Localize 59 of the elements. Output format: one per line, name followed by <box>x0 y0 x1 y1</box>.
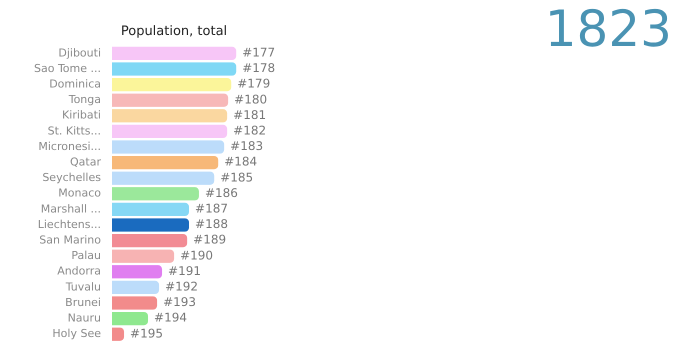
y-tick-label: Monaco <box>58 186 102 200</box>
annotation: #186 <box>204 186 238 200</box>
annotation: #189 <box>193 232 226 247</box>
annotation: #193 <box>163 295 196 310</box>
y-tick-label: Micronesi... <box>38 140 101 153</box>
annotation: #187 <box>195 202 228 216</box>
y-tick-label: Tuvalu <box>64 280 101 294</box>
y-tick-label: Andorra <box>57 264 101 278</box>
y-tick-label: Liechtens... <box>38 218 101 231</box>
text: 1823 <box>544 0 672 58</box>
annotation: #183 <box>230 139 264 154</box>
bar <box>112 109 228 122</box>
y-tick-label: Palau <box>71 249 101 262</box>
annotation: #192 <box>165 280 198 294</box>
annotation: #194 <box>154 310 187 325</box>
bar <box>112 234 188 248</box>
annotation: #178 <box>242 61 276 76</box>
bar <box>112 265 162 278</box>
annotation: #182 <box>233 124 266 138</box>
y-tick-label: Sao Tome ... <box>34 62 101 75</box>
bar <box>112 328 124 341</box>
bar <box>112 218 190 232</box>
y-tick-label: Dominica <box>49 77 101 90</box>
bar <box>112 156 218 170</box>
annotation: #185 <box>220 170 254 184</box>
y-tick-label: Nauru <box>68 311 101 324</box>
bar <box>112 250 174 263</box>
bar <box>112 62 236 76</box>
annotation: #180 <box>234 92 268 106</box>
y-tick-label: Djibouti <box>58 46 101 60</box>
y-tick-label: San Marino <box>39 233 102 246</box>
y-tick-label: Marshall ... <box>40 202 101 216</box>
bar <box>112 140 224 154</box>
chart-title: Population, total <box>120 24 228 40</box>
annotation: #179 <box>237 76 270 91</box>
annotation: #181 <box>233 108 266 122</box>
annotation: #195 <box>130 326 164 340</box>
bar <box>112 202 190 216</box>
y-tick-label: Holy See <box>52 327 102 340</box>
bar <box>112 124 228 138</box>
annotation: #184 <box>224 154 258 169</box>
y-tick-label: Qatar <box>70 155 102 168</box>
annotation: #191 <box>168 264 202 278</box>
annotation: #177 <box>242 46 276 60</box>
y-tick-label: St. Kitts... <box>48 124 101 138</box>
annotation: #190 <box>180 248 214 262</box>
y-tick-label: Tonga <box>68 93 101 106</box>
bar <box>112 296 158 310</box>
y-tick-label: Kiribati <box>62 108 101 122</box>
bar <box>112 312 148 326</box>
y-tick-label: Brunei <box>65 296 101 309</box>
y-tick-label: Seychelles <box>42 171 102 184</box>
bar <box>112 280 160 294</box>
bar <box>112 187 199 200</box>
bar <box>112 172 214 185</box>
bar <box>112 46 236 60</box>
annotation: #188 <box>195 217 228 232</box>
bar <box>112 94 228 107</box>
bar <box>112 78 232 92</box>
